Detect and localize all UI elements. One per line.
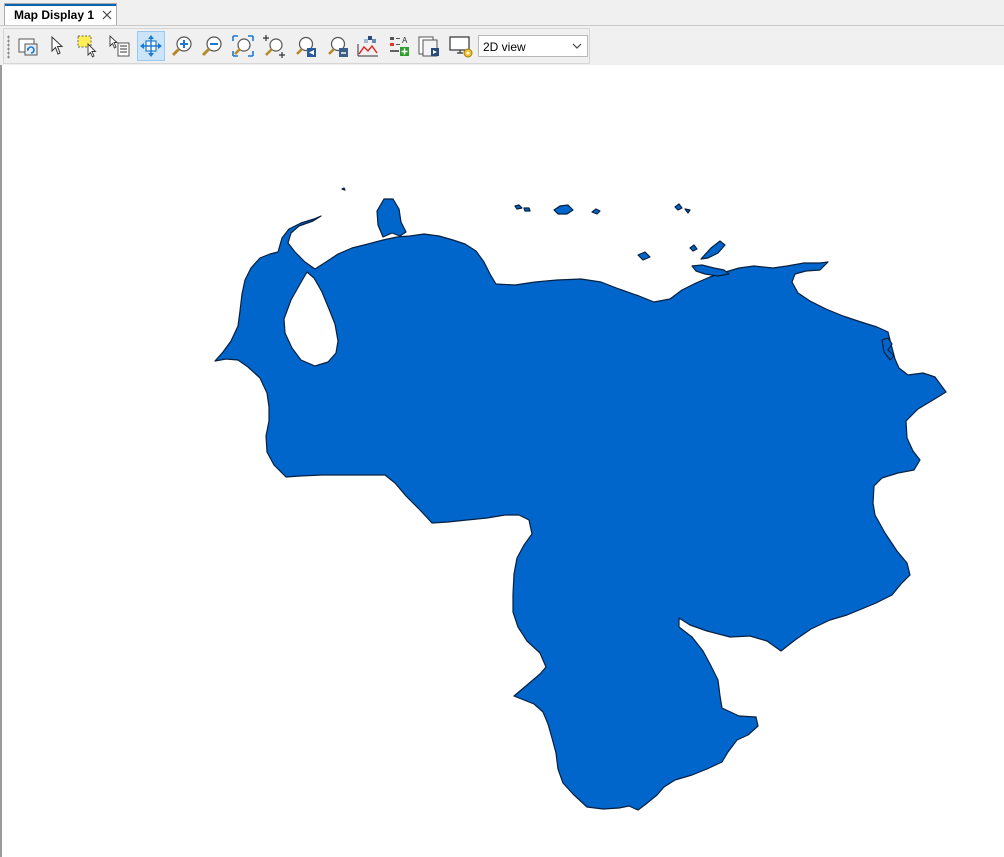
map-region-island-c[interactable] bbox=[689, 244, 698, 252]
map-region-los-roques[interactable] bbox=[553, 204, 574, 215]
zoom-out-button[interactable] bbox=[198, 31, 226, 61]
refresh-display-button[interactable] bbox=[14, 31, 42, 61]
select-rectangle-button[interactable] bbox=[74, 31, 102, 61]
display-settings-icon bbox=[449, 36, 473, 58]
map-region-layer bbox=[214, 187, 947, 811]
zoom-selected-button[interactable] bbox=[260, 31, 288, 61]
view-mode-select[interactable]: 2D view bbox=[478, 35, 588, 57]
map-region-islet-e[interactable] bbox=[881, 337, 895, 361]
toolbar-grip[interactable] bbox=[7, 35, 10, 59]
print-preview-icon bbox=[418, 36, 439, 57]
map-region-las-aves[interactable] bbox=[514, 204, 531, 212]
pan-icon bbox=[140, 35, 162, 57]
profile-surface-icon bbox=[357, 36, 378, 57]
refresh-display-icon bbox=[18, 38, 38, 56]
map-toolbar: A 2D view bbox=[3, 28, 590, 64]
print-preview-button[interactable] bbox=[415, 31, 443, 61]
tab-map-display-1[interactable]: Map Display 1 bbox=[4, 3, 117, 25]
select-arrow-button[interactable] bbox=[44, 31, 72, 61]
add-map-element-button[interactable]: A bbox=[385, 31, 413, 61]
feature-info-button[interactable] bbox=[106, 31, 134, 61]
zoom-in-icon bbox=[171, 36, 192, 57]
pan-button[interactable] bbox=[137, 31, 165, 61]
tab-accent-bar bbox=[5, 4, 116, 6]
map-region-margarita[interactable] bbox=[700, 240, 726, 260]
select-rectangle-icon bbox=[77, 35, 97, 58]
tab-label: Map Display 1 bbox=[14, 8, 95, 22]
select-arrow-icon bbox=[51, 35, 64, 55]
map-canvas[interactable] bbox=[0, 65, 1004, 857]
zoom-selected-icon bbox=[263, 35, 285, 58]
zoom-layer-icon bbox=[328, 36, 348, 57]
map-region-orchila[interactable] bbox=[591, 208, 601, 215]
add-map-element-icon: A bbox=[390, 36, 409, 56]
feature-info-icon bbox=[109, 34, 130, 57]
close-icon[interactable] bbox=[101, 9, 113, 21]
profile-surface-button[interactable] bbox=[354, 31, 382, 61]
display-settings-button[interactable] bbox=[447, 31, 475, 61]
view-mode-value: 2D view bbox=[483, 40, 526, 54]
map-region-blanquilla[interactable] bbox=[674, 203, 691, 214]
zoom-layer-button[interactable] bbox=[324, 31, 352, 61]
map-region-mainland[interactable] bbox=[214, 215, 947, 811]
map-view[interactable] bbox=[2, 65, 1004, 857]
zoom-extent-button[interactable] bbox=[229, 31, 257, 61]
zoom-out-icon bbox=[201, 36, 222, 57]
tab-strip: Map Display 1 bbox=[0, 0, 1004, 26]
map-region-paraguana[interactable] bbox=[376, 198, 407, 238]
chevron-down-icon bbox=[572, 43, 582, 49]
map-region-island-a[interactable] bbox=[637, 251, 651, 261]
zoom-extent-icon bbox=[232, 35, 254, 57]
zoom-back-button[interactable] bbox=[292, 31, 320, 61]
map-region-island-b[interactable] bbox=[691, 264, 730, 277]
map-region-islet-d[interactable] bbox=[341, 187, 346, 191]
zoom-in-button[interactable] bbox=[168, 31, 196, 61]
svg-text:A: A bbox=[402, 36, 408, 45]
zoom-back-icon bbox=[296, 36, 316, 57]
